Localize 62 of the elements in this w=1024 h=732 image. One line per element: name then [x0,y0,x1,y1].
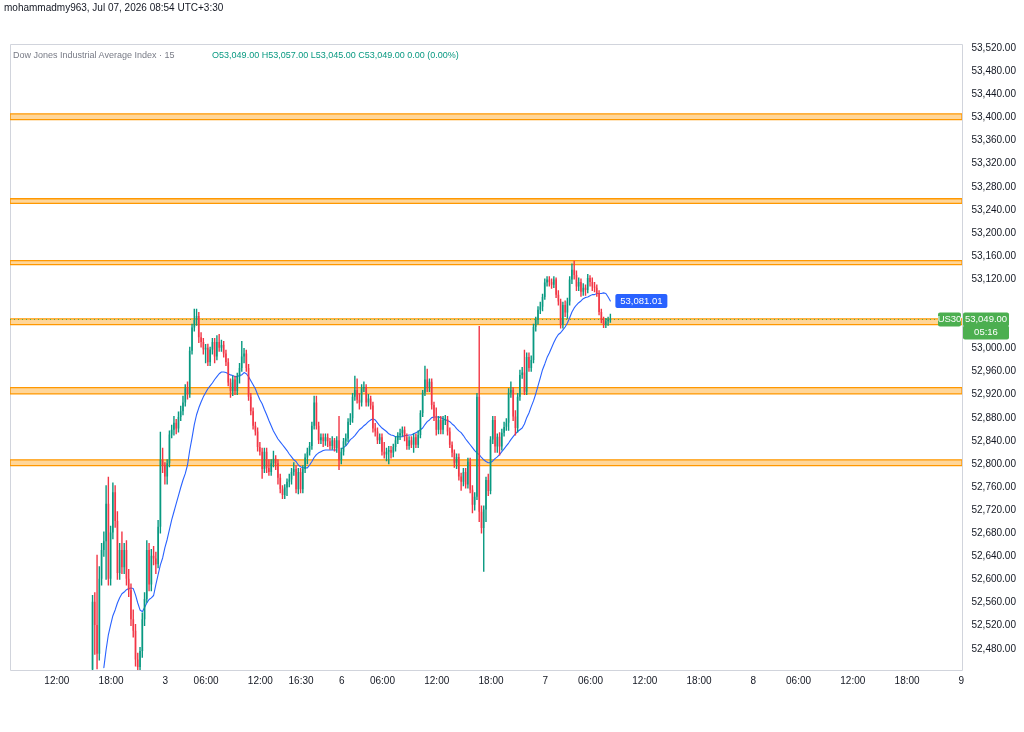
y-tick-label: 52,800.00 [971,457,1017,469]
y-tick-label: 53,120.00 [971,272,1017,284]
ref-line-label: 53,049.00 [964,313,1008,325]
y-tick-label: 52,600.00 [971,573,1017,585]
x-tick-label: 12:00 [424,674,450,686]
candlestick [286,478,288,497]
x-tick-label: 12:00 [632,674,658,686]
y-tick-label: 52,480.00 [971,642,1017,654]
x-tick-label: 8 [750,674,757,686]
x-tick-label: 06:00 [786,674,812,686]
y-tick-label: 53,200.00 [971,226,1017,238]
candlestick [589,275,591,287]
x-tick-label: 9 [958,674,965,686]
y-tick-label: 53,440.00 [971,88,1017,100]
y-tick-label: 52,920.00 [971,388,1017,400]
y-tick-label: 52,680.00 [971,527,1017,539]
candlestick [338,416,340,471]
x-tick-label: 16:30 [288,674,315,686]
x-tick-label: 18:00 [894,674,921,686]
x-tick-label: 18:00 [478,674,504,686]
x-tick-label: 18:00 [98,674,125,686]
y-tick-label: 53,480.00 [971,65,1017,77]
y-tick-label: 53,280.00 [971,180,1017,192]
x-tick-label: 7 [542,674,549,686]
y-tick-label: 53,320.00 [971,157,1017,169]
y-tick-label: 53,160.00 [971,249,1017,261]
y-tick-label: 52,760.00 [971,480,1017,492]
candlestick [105,485,107,580]
candlestick [121,531,123,574]
candlestick [399,428,401,440]
text: Dow Jones Industrial Average Index · 15 [13,50,175,60]
candlestick [390,446,392,459]
y-tick-label: 52,640.00 [971,550,1017,562]
x-tick-label: 12:00 [44,674,70,686]
y-tick-label: 52,720.00 [971,503,1017,515]
text: O53,049.00 H53,057.00 L53,045.00 C53,049.00 0.00 (0.00%) [212,50,459,60]
x-tick-label: 6 [339,674,345,686]
y-tick-label: 53,360.00 [971,134,1017,146]
x-tick-label: 06:00 [369,674,396,686]
y-tick-label: 52,880.00 [971,411,1017,423]
annotation: US30 [937,313,962,325]
candlestick [173,416,175,436]
x-tick-label: 06:00 [193,674,220,686]
text: mohammadmy963, Jul 07, 2026 08:54 UTC+3:30 [4,2,224,13]
x-tick-label: 18:00 [686,674,713,686]
y-tick-label: 53,400.00 [971,111,1017,123]
text: 05:16 [974,326,998,338]
y-tick-label: 53,520.00 [971,41,1017,53]
y-tick-label: 52,520.00 [971,619,1017,631]
x-tick-label: 3 [162,674,169,686]
data-label: 53,081.01 [620,294,663,306]
y-tick-label: 52,560.00 [971,596,1017,608]
candlestick [96,554,98,670]
y-tick-label: 53,000.00 [971,342,1017,354]
y-tick-label: 53,240.00 [971,203,1017,215]
x-tick-label: 06:00 [578,674,604,686]
candlestick [607,316,610,326]
y-tick-label: 52,840.00 [971,434,1017,446]
x-tick-label: 12:00 [840,674,866,686]
candlestick [320,433,322,445]
x-tick-label: 12:00 [247,674,274,686]
y-tick-label: 52,960.00 [971,365,1017,377]
